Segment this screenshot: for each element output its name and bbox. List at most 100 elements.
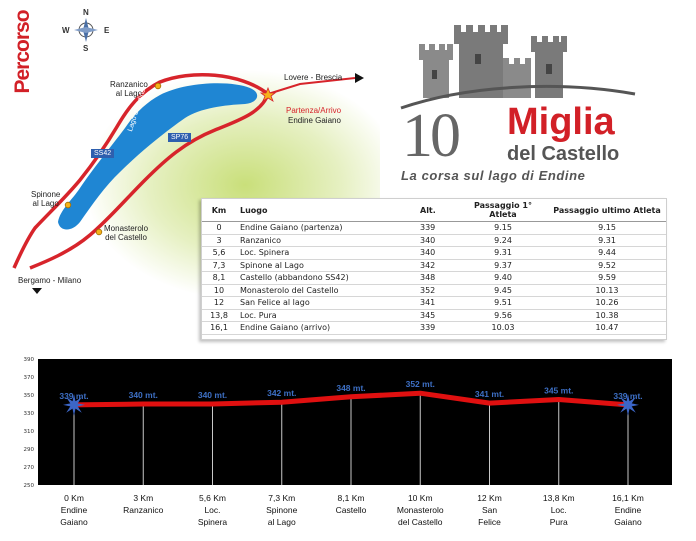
event-logo: 10 Miglia del Castello La corsa sul lago… bbox=[395, 20, 685, 190]
cell-first-athlete: 9.40 bbox=[458, 271, 548, 285]
label-monasterolo: Monasterolo del Castello bbox=[104, 224, 149, 242]
point-label: 342 mt. bbox=[267, 388, 296, 398]
elevation-chart: 390 370 350 330 310 290 270 250 339 mt. 340 mt. 3… bbox=[0, 350, 696, 541]
dot-ranzanico-icon bbox=[154, 82, 162, 90]
point-label: 341 mt. bbox=[475, 389, 504, 399]
y-tick-label: 370 bbox=[24, 375, 35, 381]
cell-last-athlete: 9.59 bbox=[548, 271, 666, 285]
lake-endine bbox=[58, 83, 258, 230]
x-tick-label: Spinera bbox=[198, 517, 228, 527]
table-row: 3 Ranzanico 340 9.24 9.31 bbox=[202, 234, 666, 247]
route-north bbox=[12, 73, 270, 269]
cell-last-athlete: 10.38 bbox=[548, 309, 666, 322]
compass-e: E bbox=[104, 26, 110, 35]
dot-monasterolo-icon bbox=[95, 228, 103, 236]
x-tick-label: Gaiano bbox=[614, 517, 642, 527]
x-tick-label: 8,1 Km bbox=[338, 493, 365, 503]
cell-alt: 348 bbox=[416, 271, 458, 285]
table-row: 0 Endine Gaiano (partenza) 339 9.15 9.15 bbox=[202, 221, 666, 235]
cell-last-athlete: 9.15 bbox=[548, 221, 666, 235]
point-label: 348 mt. bbox=[336, 383, 365, 393]
arrow-bergamo-icon bbox=[32, 288, 42, 294]
cell-km: 8,1 bbox=[202, 271, 236, 285]
label-ranzanico: Ranzanico al Lago bbox=[110, 80, 148, 98]
cell-alt: 345 bbox=[416, 309, 458, 322]
logo-miglia: Miglia bbox=[507, 101, 615, 143]
dot-spinone-icon bbox=[64, 201, 72, 209]
y-tick-label: 390 bbox=[24, 357, 35, 363]
point-label: 340 mt. bbox=[198, 390, 227, 400]
cell-alt: 339 bbox=[416, 221, 458, 235]
compass-n: N bbox=[83, 8, 89, 17]
x-tick-label: Endine bbox=[61, 505, 88, 515]
cell-last-athlete: 9.44 bbox=[548, 246, 666, 260]
x-tick-label: Pura bbox=[550, 517, 568, 527]
x-tick-label: 5,6 Km bbox=[199, 493, 226, 503]
x-tick-label: San bbox=[482, 505, 497, 515]
cell-last-athlete: 10.13 bbox=[548, 284, 666, 297]
cell-first-athlete: 10.03 bbox=[458, 321, 548, 335]
header-last-athlete: Passaggio ultimo Atleta bbox=[548, 199, 666, 222]
x-tick-label: Loc. bbox=[551, 505, 567, 515]
y-tick-label: 330 bbox=[24, 411, 35, 417]
x-tick-label: 10 Km bbox=[408, 493, 433, 503]
cell-km: 13,8 bbox=[202, 309, 236, 322]
x-tick-label: Loc. bbox=[204, 505, 220, 515]
table-row: 10 Monasterolo del Castello 352 9.45 10.13 bbox=[202, 284, 666, 297]
x-tick-label: Spinone bbox=[266, 505, 297, 515]
point-label: 340 mt. bbox=[129, 390, 158, 400]
cell-alt: 339 bbox=[416, 321, 458, 335]
x-tick-label: Castello bbox=[336, 505, 367, 515]
label-partenza: Partenza/Arrivo bbox=[286, 106, 342, 115]
point-marker-star bbox=[63, 393, 85, 416]
cell-last-athlete: 10.26 bbox=[548, 296, 666, 310]
cell-km: 12 bbox=[202, 296, 236, 310]
castle-icon bbox=[400, 25, 636, 110]
timetable: Km Luogo Alt. Passaggio 1° Atleta Passag… bbox=[201, 198, 667, 340]
header-km: Km bbox=[202, 199, 236, 222]
cell-alt: 340 bbox=[416, 234, 458, 247]
road-badge-ss42: SS42 bbox=[91, 149, 115, 158]
x-tick-label: Endine bbox=[615, 505, 642, 515]
header-alt: Alt. bbox=[416, 199, 458, 222]
x-tick-label: Gaiano bbox=[60, 517, 88, 527]
elevation-profile: 390 370 350 330 310 290 270 250 339 mt. 340 mt. 3… bbox=[0, 350, 696, 541]
cell-alt: 352 bbox=[416, 284, 458, 297]
elevation-line bbox=[73, 390, 629, 408]
road-lovere bbox=[267, 77, 356, 95]
cell-alt: 340 bbox=[416, 246, 458, 260]
y-tick-label: 290 bbox=[24, 447, 35, 453]
cell-first-athlete: 9.51 bbox=[458, 296, 548, 310]
header-first-athlete: Passaggio 1° Atleta bbox=[458, 199, 548, 222]
cell-km: 5,6 bbox=[202, 246, 236, 260]
cell-alt: 341 bbox=[416, 296, 458, 310]
label-spinone: Spinone al Lago bbox=[31, 190, 61, 208]
timetable-table: Km Luogo Alt. Passaggio 1° Atleta Passag… bbox=[202, 199, 666, 335]
cell-km: 0 bbox=[202, 221, 236, 235]
compass-w: W bbox=[62, 26, 70, 35]
label-bergamo: Bergamo - Milano bbox=[18, 276, 82, 285]
y-tick-label: 270 bbox=[24, 465, 35, 471]
table-header-row: Km Luogo Alt. Passaggio 1° Atleta Passag… bbox=[202, 199, 666, 222]
header-luogo: Luogo bbox=[236, 199, 416, 222]
cell-km: 10 bbox=[202, 284, 236, 297]
compass-s: S bbox=[83, 44, 89, 53]
cell-luogo: Castello (abbandono SS42) bbox=[236, 271, 416, 285]
point-label: 352 mt. bbox=[406, 379, 435, 389]
cell-first-athlete: 9.24 bbox=[458, 234, 548, 247]
cell-km: 16,1 bbox=[202, 321, 236, 335]
x-tick-label: 0 Km bbox=[64, 493, 84, 503]
arrow-lovere-icon bbox=[355, 73, 364, 83]
x-tick-label: al Lago bbox=[268, 517, 296, 527]
table-row: 13,8 Loc. Pura 345 9.56 10.38 bbox=[202, 309, 666, 322]
map-title-text: Percorso bbox=[11, 10, 34, 94]
point-label: 339 mt. bbox=[613, 391, 642, 401]
logo-tagline: La corsa sul lago di Endine bbox=[401, 168, 586, 183]
cell-last-athlete: 10.47 bbox=[548, 321, 666, 335]
label-lovere: Lovere - Brescia bbox=[284, 73, 343, 82]
cell-km: 3 bbox=[202, 234, 236, 247]
x-tick-label: 7,3 Km bbox=[268, 493, 295, 503]
table-row: 5,6 Loc. Spinera 340 9.31 9.44 bbox=[202, 246, 666, 260]
cell-luogo: Loc. Spinera bbox=[236, 246, 416, 260]
y-tick-label: 350 bbox=[24, 393, 35, 399]
